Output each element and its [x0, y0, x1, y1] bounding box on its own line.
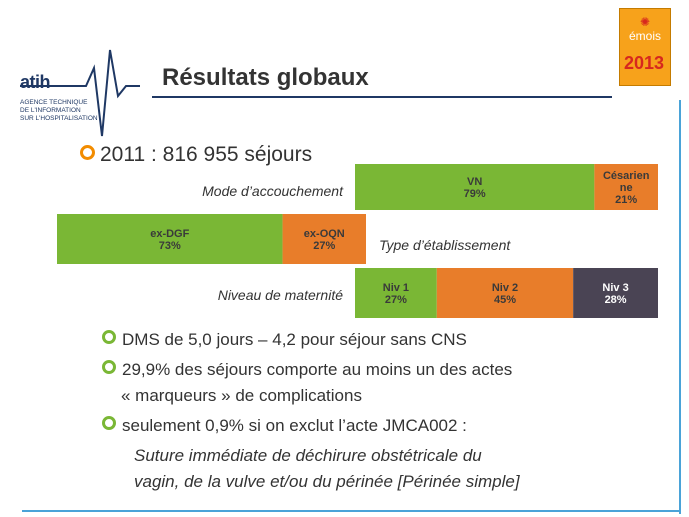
- segment-name-label: Niv 2: [492, 282, 518, 294]
- segment-name-label: Niv 1: [383, 282, 409, 294]
- emois-badge-word: émois: [628, 29, 661, 43]
- right-border-line: [679, 100, 681, 514]
- bullet-dms: DMS de 5,0 jours – 4,2 pour séjour sans …: [102, 330, 467, 350]
- row-label: Type d’établissement: [379, 237, 511, 253]
- segment-name-label: Niv 3: [602, 282, 628, 294]
- title-underline: [152, 96, 612, 98]
- segment-name-label: Césarien: [603, 170, 650, 182]
- atih-subtitle-line: AGENCE TECHNIQUE: [20, 99, 88, 106]
- atih-logo-pulse: [20, 49, 140, 137]
- emois-badge-year: 2013: [624, 53, 665, 73]
- segment-name-label: ex-OQN: [304, 228, 345, 240]
- bar-segment: [436, 268, 574, 318]
- segment-value-label: 73%: [159, 240, 181, 252]
- bar-segment: [594, 164, 658, 210]
- bar-segment: [355, 268, 437, 318]
- bar-segment: [355, 164, 595, 210]
- sun-icon: ✺: [640, 15, 651, 29]
- atih-subtitle-line: DE L'INFORMATION: [20, 107, 81, 114]
- bar-segment: [57, 214, 283, 264]
- segment-value-label: 45%: [494, 294, 516, 306]
- page-title: Résultats globaux: [162, 64, 369, 91]
- bar-segment: [282, 214, 366, 264]
- emois-badge: ✺ émois 2013: [619, 8, 671, 86]
- bullet-text: 29,9% des séjours comporte au moins un d…: [122, 360, 513, 379]
- row-label: Mode d’accouchement: [202, 183, 344, 199]
- atih-logo-text: atih: [20, 72, 51, 92]
- bullet-marqueurs-cont: « marqueurs » de complications: [121, 386, 362, 405]
- segment-name-label: ne: [620, 182, 633, 194]
- green-bullet-icon: [102, 330, 116, 344]
- segment-value-label: 27%: [385, 294, 407, 306]
- bullet-text: seulement 0,9% si on exclut l’acte JMCA0…: [122, 416, 467, 435]
- headline-text: 2011 : 816 955 séjours: [100, 143, 313, 166]
- note-line-2: vagin, de la vulve et/ou du périnée [Pér…: [134, 472, 520, 491]
- atih-logo-subtitle: AGENCE TECHNIQUE DE L'INFORMATION SUR L'…: [20, 99, 115, 123]
- note-line-1: Suture immédiate de déchirure obstétrica…: [134, 446, 482, 465]
- row-label: Niveau de maternité: [218, 287, 344, 303]
- segment-value-label: 28%: [605, 294, 627, 306]
- bottom-border-line: [22, 510, 681, 512]
- segment-value-label: 21%: [615, 194, 637, 206]
- segment-name-label: ex-DGF: [150, 228, 189, 240]
- bar-segment: [573, 268, 658, 318]
- green-bullet-icon: [102, 360, 116, 374]
- atih-subtitle-line: SUR L'HOSPITALISATION: [20, 115, 98, 122]
- segment-name-label: VN: [467, 176, 482, 188]
- green-bullet-icon: [102, 416, 116, 430]
- segment-value-label: 79%: [464, 188, 486, 200]
- bullet-text: DMS de 5,0 jours – 4,2 pour séjour sans …: [122, 330, 467, 349]
- bullet-marqueurs: 29,9% des séjours comporte au moins un d…: [102, 360, 512, 380]
- bullet-jmca: seulement 0,9% si on exclut l’acte JMCA0…: [102, 416, 467, 436]
- segment-value-label: 27%: [313, 240, 335, 252]
- orange-bullet-icon: [80, 145, 95, 160]
- headline: 2011 : 816 955 séjours: [80, 143, 312, 167]
